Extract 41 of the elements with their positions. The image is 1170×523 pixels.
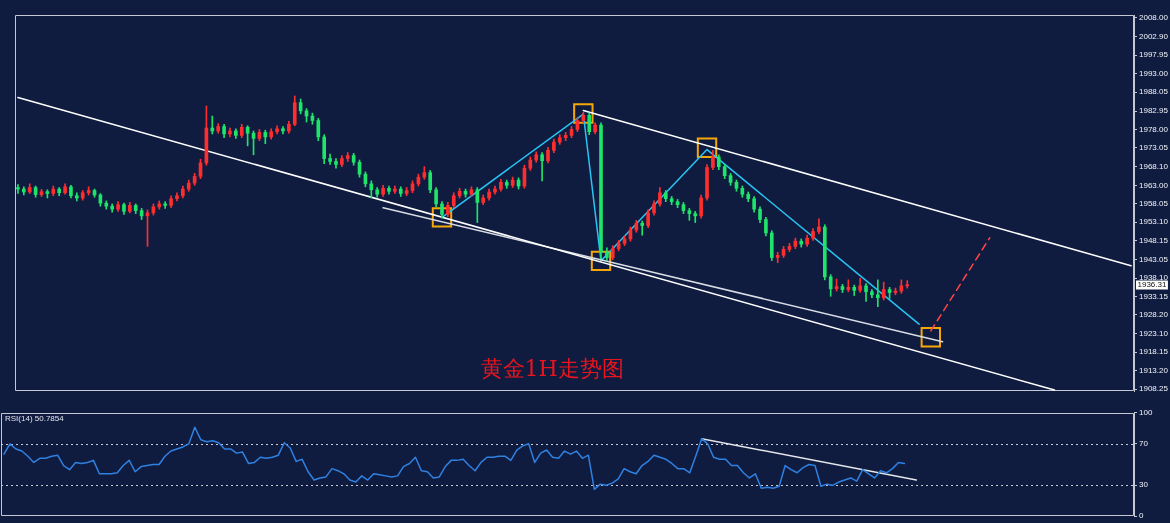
point: [590, 250, 612, 272]
candlestick: [905, 280, 910, 289]
point: [696, 137, 718, 158]
point: [573, 103, 594, 124]
text: 黄金1H走势图: [480, 356, 624, 381]
y-tick-label: 1963.00: [1139, 180, 1169, 190]
y-tick-label: 1988.05: [1139, 87, 1169, 97]
y-tick-label: 1953.10: [1139, 217, 1169, 227]
y-tick-label: 1918.15: [1139, 347, 1169, 357]
y-tick-label: 1968.10: [1139, 161, 1169, 171]
y-tick-label: 1948.15: [1139, 235, 1169, 245]
y-tick-label: 1913.20: [1139, 365, 1169, 375]
candlestick: [210, 115, 215, 135]
y-tick-label: 0: [1139, 511, 1144, 521]
candlestick: [163, 201, 168, 209]
y-tick-label: 1958.05: [1139, 198, 1169, 208]
text: 1936.31: [1137, 280, 1167, 290]
y-tick-label: 1933.15: [1139, 291, 1169, 301]
y-tick-label: 70: [1139, 439, 1149, 449]
y-tick-label: 1997.95: [1139, 50, 1169, 60]
y-tick-label: 1982.95: [1139, 106, 1169, 116]
y-tick-label: 30: [1139, 480, 1149, 490]
y-tick-label: 2002.90: [1139, 31, 1169, 41]
point: [920, 327, 942, 348]
y-tick-label: 1938.10: [1139, 273, 1169, 283]
chart-title: RSI(14) 50.7854: [5, 414, 65, 423]
y-tick-label: 1973.05: [1139, 143, 1169, 153]
candlestick: [16, 184, 20, 194]
y-tick-label: 2008.00: [1139, 13, 1169, 22]
candlestick: [875, 279, 880, 308]
y-tick-label: 1928.20: [1139, 310, 1169, 320]
candlestick: [640, 220, 645, 236]
y-tick-label: 1923.10: [1139, 329, 1169, 339]
y-tick-label: 1943.05: [1139, 254, 1169, 264]
point: [431, 207, 453, 228]
y-tick-label: 1993.00: [1139, 68, 1169, 78]
y-tick-label: 1908.25: [1139, 384, 1169, 394]
y-tick-label: 100: [1139, 408, 1153, 417]
y-tick-label: 1978.00: [1139, 124, 1169, 134]
candlestick: [540, 152, 544, 182]
candlestick: [693, 211, 698, 223]
